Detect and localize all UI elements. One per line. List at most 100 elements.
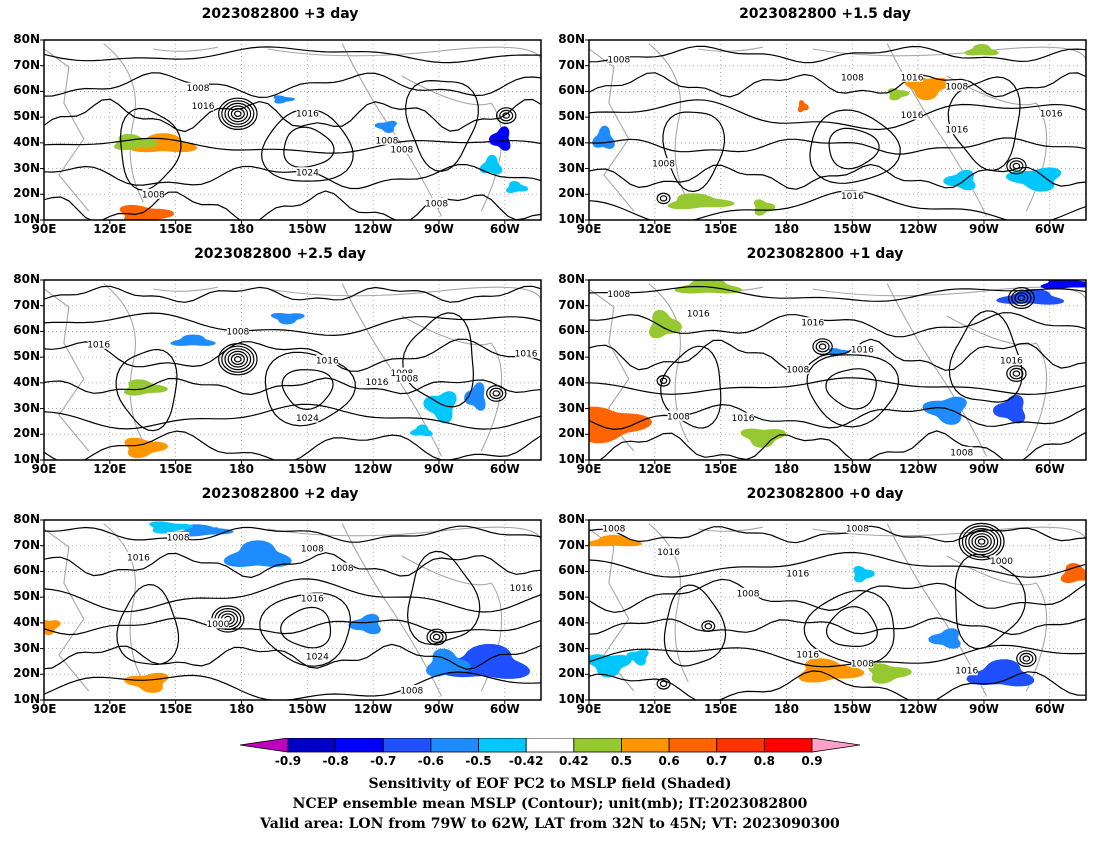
- contour-label: 1008: [851, 660, 874, 670]
- lat-tick-label: 40N: [13, 614, 40, 629]
- lat-tick-label: 80N: [13, 32, 40, 46]
- colorbar-bin: [525, 738, 575, 753]
- lat-tick-label: 70N: [13, 537, 40, 552]
- lon-tick-label: 60W: [1034, 222, 1065, 236]
- lat-tick-label: 60N: [13, 83, 40, 98]
- lat-tick-label: 10N: [558, 452, 585, 466]
- colorbar-bin: [621, 738, 670, 753]
- lon-tick-label: 90E: [576, 462, 602, 476]
- contour-label: 1008: [607, 55, 630, 65]
- lat-tick-label: 30N: [13, 640, 40, 655]
- lat-tick-label: 70N: [558, 297, 585, 312]
- panel-title: 2023082800 +2 day: [201, 486, 359, 502]
- contour-label: 1008: [786, 366, 809, 376]
- lon-tick-label: 90W: [968, 462, 999, 476]
- caption-line-1: Sensitivity of EOF PC2 to MSLP field (Sh…: [368, 776, 732, 792]
- lat-tick-label: 60N: [558, 323, 585, 338]
- contour-labels: 1008 1008 1016 1008 1016 1016 1008 1016 1016: [607, 53, 1063, 202]
- lat-tick-label: 60N: [558, 563, 585, 578]
- contour-label: 1016: [515, 349, 538, 359]
- caption-line-3: Valid area: LON from 79W to 62W, LAT fro…: [260, 816, 840, 832]
- lon-tick-label: 150E: [704, 462, 738, 476]
- contour-labels: 1008 1016 1008 1016 1008 1000 1016 1008 1016: [602, 523, 1013, 677]
- panel-title: 2023082800 +1 day: [746, 246, 904, 262]
- lat-tick-label: 80N: [13, 272, 40, 286]
- colorbar-tick-label: -0.5: [465, 754, 492, 768]
- mslp-contours: [44, 525, 541, 700]
- map-panel-6: 1008 1016 1008 1016 1008 1000 1016 1008 1016 202…: [545, 480, 1087, 720]
- contour-label: 1008: [602, 525, 625, 535]
- lon-tick-label: 120E: [93, 222, 127, 236]
- map-plot: 1008 1016 1016 1008 1016 1008 1016 1008 1016: [585, 279, 1087, 464]
- contour-label: 1016: [296, 109, 319, 119]
- contour-label: 1008: [390, 145, 413, 155]
- lon-tick-label: 150W: [833, 222, 872, 236]
- lon-tick-label: 60W: [1034, 702, 1065, 716]
- lon-tick-label: 180: [773, 462, 799, 476]
- lat-tick-label: 70N: [13, 57, 40, 72]
- coastlines: [44, 43, 541, 217]
- colorbar-bin: [430, 738, 479, 753]
- lat-tick-label: 50N: [13, 109, 40, 124]
- contour-label: 1024: [306, 652, 329, 662]
- colorbar-bin: [763, 738, 813, 753]
- lon-tick-label: 180: [228, 222, 254, 236]
- mslp-contours: [589, 45, 1086, 220]
- lon-tick-label: 120W: [353, 462, 393, 476]
- lat-tick-label: 60N: [558, 83, 585, 98]
- lon-tick-label: 120W: [353, 222, 393, 236]
- mslp-contours: [44, 285, 541, 460]
- contour-label: 1008: [425, 199, 448, 209]
- lon-tick-label: 90E: [576, 222, 602, 236]
- panel-title: 2023082800 +3 day: [201, 6, 359, 22]
- colorbar-tick-label: -0.9: [274, 754, 302, 768]
- sensitivity-shading: [589, 534, 1086, 687]
- contour-label: 1016: [127, 553, 150, 563]
- lat-tick-label: 80N: [558, 272, 585, 286]
- lat-tick-label: 20N: [558, 186, 585, 201]
- lon-tick-label: 150W: [833, 702, 872, 716]
- colorbar-bin: [573, 738, 622, 753]
- lat-tick-label: 20N: [13, 666, 40, 681]
- lon-tick-label: 120W: [898, 702, 938, 716]
- lon-tick-label: 150E: [704, 702, 738, 716]
- lon-tick-label: 120E: [638, 462, 672, 476]
- contour-label: 1016: [1000, 357, 1023, 367]
- contour-label: 1000: [206, 620, 229, 630]
- lon-tick-label: 150W: [288, 222, 327, 236]
- mslp-contours: [589, 522, 1086, 700]
- contour-label: 1008: [187, 84, 210, 94]
- contour-labels: 1008 1016 1016 1008 1016 1008 1016 1008 1016: [607, 288, 1023, 458]
- lat-tick-label: 70N: [558, 537, 585, 552]
- lon-tick-label: 180: [773, 702, 799, 716]
- lat-tick-label: 20N: [558, 666, 585, 681]
- lon-tick-label: 120W: [353, 702, 393, 716]
- contour-label: 1016: [657, 548, 680, 558]
- contour-label: 1008: [841, 73, 864, 83]
- lon-tick-label: 120E: [638, 222, 672, 236]
- gridlines: [589, 280, 1086, 460]
- contour-label: 1024: [296, 414, 319, 424]
- contour-label: 1016: [841, 192, 864, 202]
- lon-tick-label: 150E: [704, 222, 738, 236]
- lat-tick-label: 10N: [558, 212, 585, 226]
- lon-tick-label: 120E: [638, 702, 672, 716]
- panel-title: 2023082800 +2.5 day: [194, 246, 366, 262]
- colorbar-tick-label: 0.6: [658, 754, 680, 768]
- contour-label: 1008: [667, 412, 690, 422]
- contour-label: 1000: [990, 557, 1013, 567]
- lon-tick-label: 90W: [423, 222, 454, 236]
- map-panel-1: 1008 1016 1016 1024 1008 1008 1008 1008 2023082…: [0, 0, 542, 240]
- contour-label: 1008: [846, 525, 869, 535]
- contour-label: 1008: [331, 564, 354, 574]
- colorbar-bin: [287, 738, 337, 753]
- lon-tick-label: 90W: [968, 222, 999, 236]
- contour-label: 1008: [652, 160, 675, 170]
- contour-label: 1016: [87, 340, 110, 350]
- colorbar-bin: [382, 738, 432, 753]
- contour-label: 1008: [945, 82, 968, 92]
- contour-label: 1008: [950, 448, 973, 458]
- colorbar-tick-label: -0.8: [322, 754, 349, 768]
